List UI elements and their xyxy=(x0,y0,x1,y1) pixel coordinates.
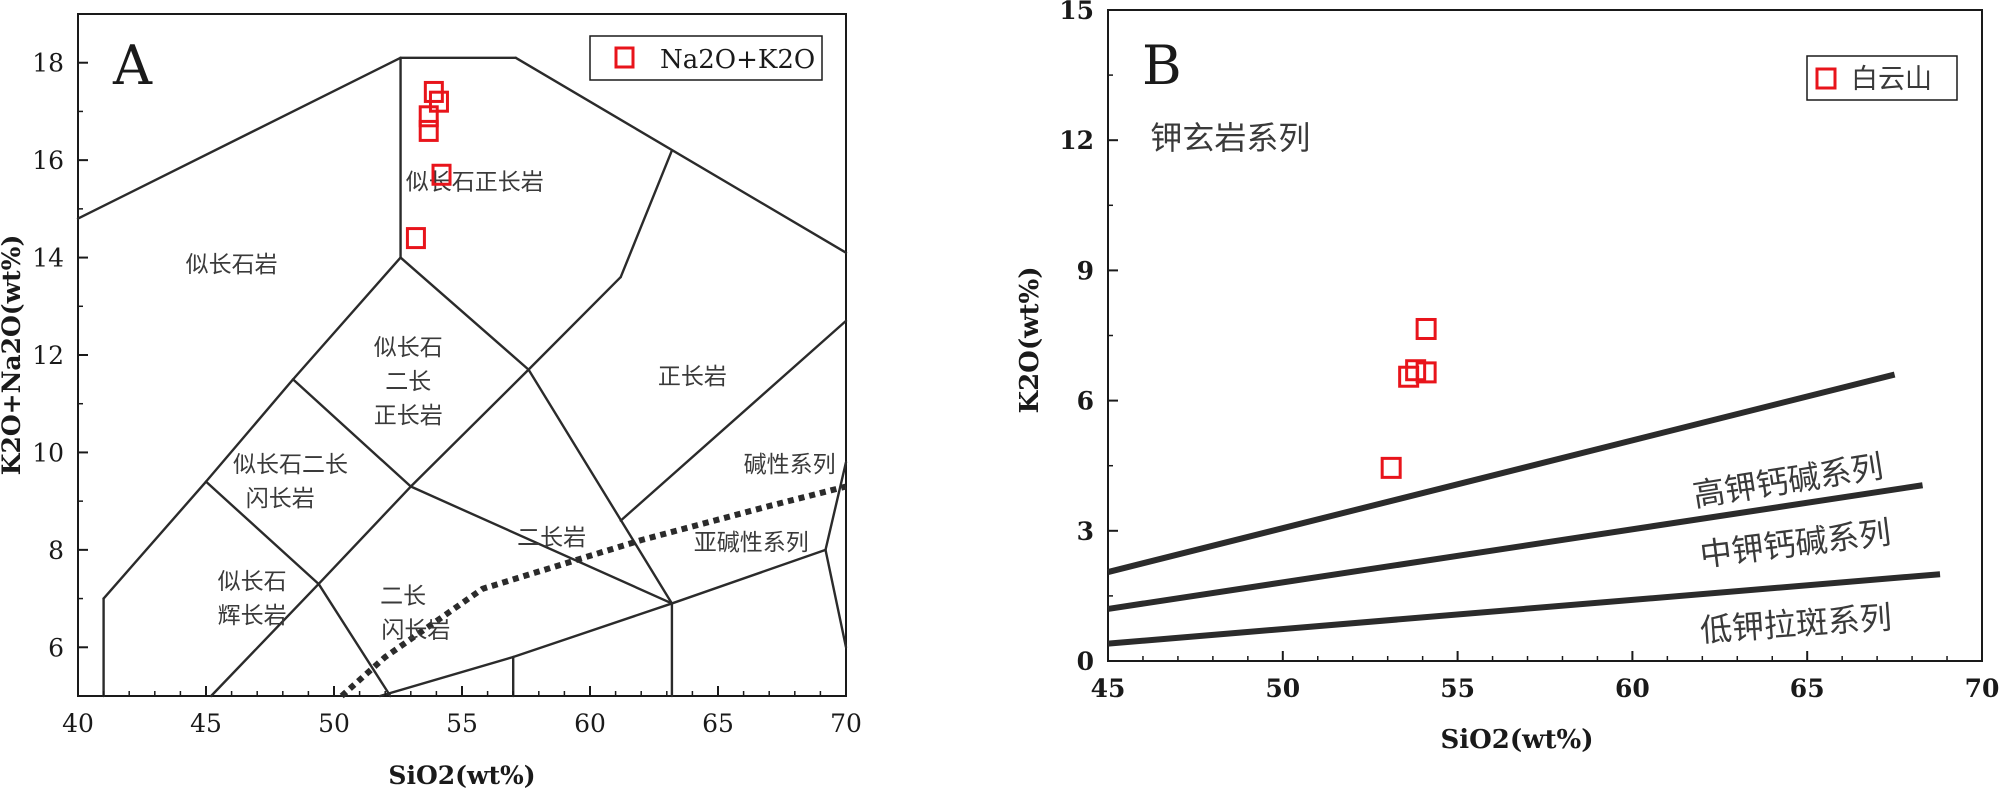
chart-a-x-tick-label: 40 xyxy=(62,709,94,738)
chart-a-y-tick-label: 16 xyxy=(32,146,64,175)
field-boundary-line xyxy=(619,149,674,279)
chart-a-field-label: 似长石 xyxy=(218,569,287,595)
chart-a-legend-marker xyxy=(614,46,635,69)
series-boundary-line xyxy=(1107,571,1941,647)
chart-a-data-point xyxy=(418,105,439,128)
field-boundary-line xyxy=(317,582,392,698)
chart-a-field-label: 二长岩 xyxy=(517,525,586,551)
field-boundary-line xyxy=(670,548,827,605)
chart-b-x-axis-title: SiO2(wt%) xyxy=(1440,725,1593,755)
field-boundary-line xyxy=(527,368,674,605)
field-boundary-line xyxy=(409,368,530,488)
chart-a-field-label: 似长石 xyxy=(374,335,443,361)
chart-a-field-label: 似长石正长岩 xyxy=(406,169,544,195)
field-boundary-line xyxy=(824,548,848,649)
chart-a-legend: Na2O+K2O xyxy=(589,35,823,81)
chart-b-legend-label: 白云山 xyxy=(1851,64,1932,95)
chart-b-data-point xyxy=(1398,365,1420,388)
field-boundary-line xyxy=(317,485,412,586)
chart-a-field-label: 亚碱性系列 xyxy=(694,530,809,556)
chart-a-data-point xyxy=(418,119,439,142)
chart-b-panel-label: B xyxy=(1142,34,1182,97)
chart-b-data-point xyxy=(1415,317,1437,340)
chart-a-x-tick-label: 55 xyxy=(446,709,478,738)
chart-b-y-tick-label: 0 xyxy=(1077,647,1094,676)
chart-b-x-tick-label: 55 xyxy=(1440,674,1475,703)
chart-a-y-tick-label: 6 xyxy=(48,633,64,662)
field-boundary-line xyxy=(76,56,402,220)
chart-a-x-tick-label: 50 xyxy=(318,709,350,738)
chart-a-data-point xyxy=(428,90,449,113)
chart-a-data-point xyxy=(431,163,452,186)
chart-a-y-tick-label: 18 xyxy=(32,49,64,78)
chart-b-legend-marker xyxy=(1815,67,1837,90)
chart-b-plot-frame xyxy=(1107,9,1983,662)
chart-a-field-label: 碱性系列 xyxy=(744,452,836,478)
chart-a-y-tick-label: 10 xyxy=(32,438,64,467)
chart-a-x-tick-label: 60 xyxy=(574,709,606,738)
field-boundary-line xyxy=(409,485,674,605)
chart-a-data-point xyxy=(405,227,426,250)
chart-b-y-tick-label: 15 xyxy=(1059,0,1094,25)
chart-a-field-label: 二长 xyxy=(385,369,431,395)
alkaline-subalkaline-divider-line xyxy=(339,483,847,699)
chart-a-field-label: 似长石岩 xyxy=(186,252,278,278)
chart-b-x-tick-label: 45 xyxy=(1091,674,1126,703)
chart-a-field-label: 辉长岩 xyxy=(218,603,287,629)
field-boundary-line xyxy=(527,275,622,371)
field-boundary-line xyxy=(209,582,320,698)
chart-a-legend-box xyxy=(589,35,823,81)
chart-a-field-label: 闪长岩 xyxy=(246,486,315,512)
field-boundary-line xyxy=(291,378,412,488)
chart-a-field-label: 正长岩 xyxy=(374,403,443,429)
chart-b-data-point xyxy=(1415,361,1437,384)
chart-b-x-tick-label: 60 xyxy=(1615,674,1650,703)
chart-a-panel-label: A xyxy=(112,34,153,97)
chart-a-legend-label: Na2O+K2O xyxy=(660,45,815,75)
chart-a-y-tick-label: 12 xyxy=(32,341,64,370)
field-boundary-line xyxy=(102,480,208,600)
field-boundary-line xyxy=(619,319,848,522)
chart-b-y-tick-label: 9 xyxy=(1077,256,1094,285)
series-boundary-line xyxy=(1107,482,1924,612)
chart-a-field-label: 似长石二长 xyxy=(233,452,348,478)
chart-b-field-label: 中钾钙碱系列 xyxy=(1698,513,1893,574)
chart-a-plot-frame xyxy=(77,13,847,697)
chart-a-field-label: 二长 xyxy=(380,583,426,609)
field-boundary-line xyxy=(512,602,674,659)
field-boundary-line xyxy=(204,378,295,483)
chart-a-x-tick-label: 70 xyxy=(830,709,862,738)
chart-a-y-tick-label: 8 xyxy=(48,536,64,565)
chart-b-data-point xyxy=(1380,456,1402,479)
field-boundary-line xyxy=(824,460,848,552)
chart-b-y-axis-title: K2O(wt%) xyxy=(1015,266,1045,413)
chart-b-y-tick-label: 12 xyxy=(1059,126,1094,155)
chart-a-x-tick-label: 45 xyxy=(190,709,222,738)
chart-b-legend: 白云山 xyxy=(1806,55,1958,101)
field-boundary-line xyxy=(378,655,515,698)
chart-a-y-tick-label: 14 xyxy=(32,244,64,273)
chart-a-x-tick-label: 65 xyxy=(702,709,734,738)
chart-a-y-axis-title: K2O+Na2O(wt%) xyxy=(0,235,26,476)
chart-b-x-tick-label: 50 xyxy=(1265,674,1300,703)
field-boundary-line xyxy=(204,480,320,586)
series-boundary-line xyxy=(1107,371,1896,575)
chart-b-y-tick-label: 3 xyxy=(1077,517,1094,546)
field-boundary-line xyxy=(291,256,402,381)
chart-a-field-label: 闪长岩 xyxy=(381,618,450,644)
chart-a-x-axis-title: SiO2(wt%) xyxy=(388,761,535,790)
chart-b-field-label: 钾玄岩系列 xyxy=(1150,119,1310,157)
field-boundary-line xyxy=(514,56,848,254)
chart-b-x-tick-label: 65 xyxy=(1790,674,1825,703)
chart-b-field-label: 低钾拉斑系列 xyxy=(1699,598,1893,649)
chart-a-field-label: 正长岩 xyxy=(658,364,727,390)
field-boundary-line xyxy=(399,256,530,371)
chart-b-x-tick-label: 70 xyxy=(1965,674,2000,703)
chart-b-legend-box xyxy=(1806,55,1958,101)
chart-b-y-tick-label: 6 xyxy=(1077,387,1094,416)
